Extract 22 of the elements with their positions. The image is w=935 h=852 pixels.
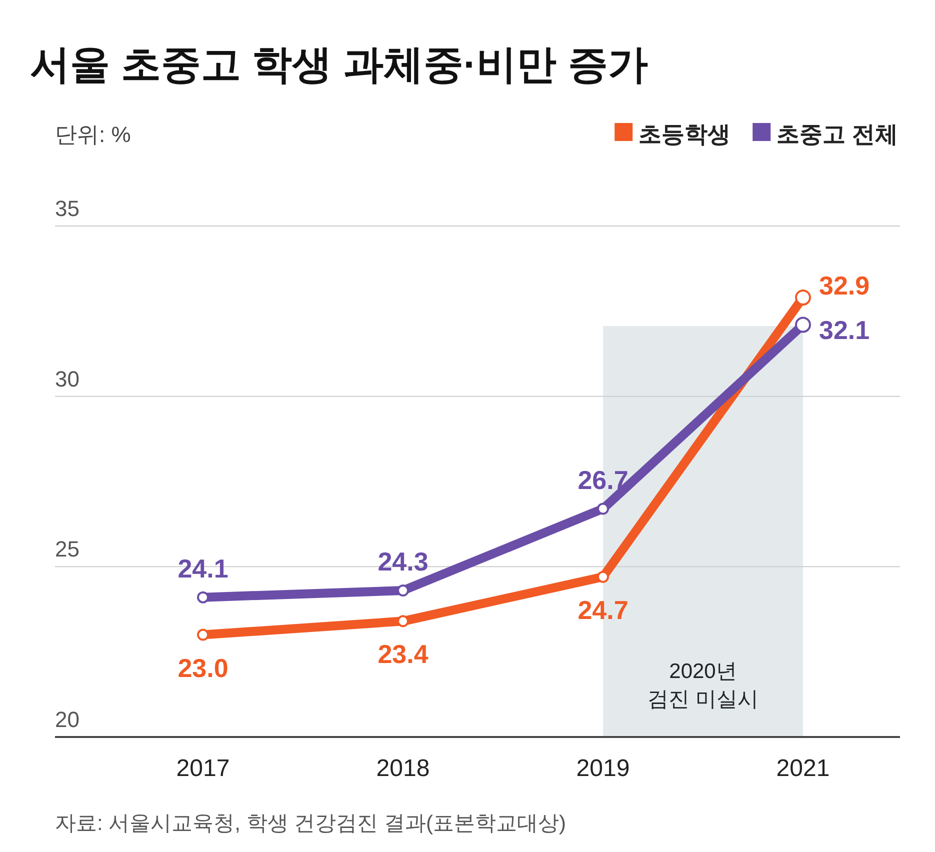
y-tick-label: 35 — [55, 196, 80, 221]
data-label: 24.3 — [378, 546, 428, 577]
band-label: 2020년 검진 미실시 — [648, 660, 758, 711]
y-tick-label: 20 — [55, 707, 80, 732]
y-tick-label: 25 — [55, 536, 80, 562]
data-label: 23.0 — [178, 652, 228, 683]
y-axis-title: 단위: % — [55, 122, 131, 147]
x-tick-label: 2018 — [376, 755, 430, 782]
data-label: 24.7 — [578, 594, 628, 625]
x-tick-label: 2019 — [576, 755, 630, 782]
data-label: 26.7 — [578, 464, 628, 495]
chart-title: 서울 초중고 학생 과체중·비만 증가 — [30, 43, 648, 87]
legend-label: 초등학생 — [638, 121, 731, 147]
y-tick-label: 30 — [55, 366, 80, 392]
data-label: 32.1 — [819, 314, 870, 345]
data-label: 24.1 — [178, 553, 228, 584]
x-tick-label: 2017 — [176, 755, 230, 782]
data-label: 32.9 — [819, 270, 870, 301]
text: 자료: 서울시교육청, 학생 건강검진 결과(표본학교대상) — [55, 812, 566, 835]
data-label: 23.4 — [378, 639, 429, 670]
x-tick-label: 2021 — [776, 755, 830, 782]
legend-label: 초중고 전체 — [776, 121, 898, 147]
